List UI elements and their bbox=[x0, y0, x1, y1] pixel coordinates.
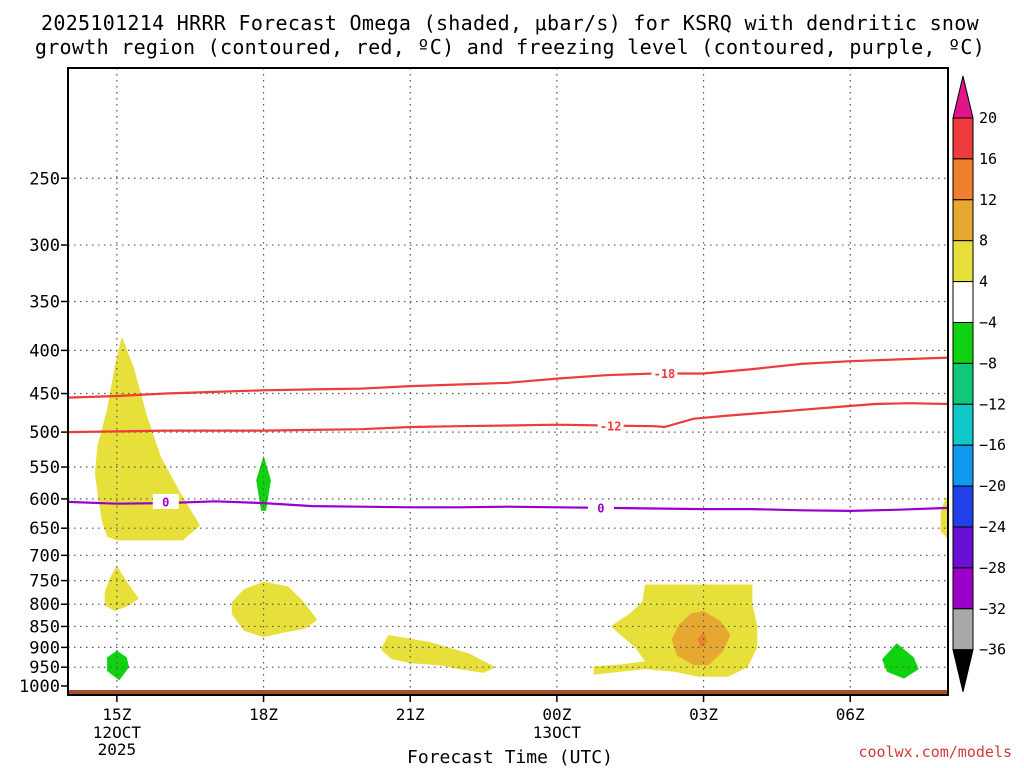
omega-region-4 bbox=[593, 584, 758, 677]
ytick-label-250: 250 bbox=[29, 169, 60, 189]
xtick-year-15Z: 2025 bbox=[98, 740, 137, 759]
x-axis-label: Forecast Time (UTC) bbox=[407, 747, 613, 768]
plot-frame bbox=[67, 67, 949, 696]
contour-line-2 bbox=[67, 500, 949, 513]
colorbar-segment-7 bbox=[952, 403, 974, 446]
colorbar-segment-4 bbox=[952, 281, 974, 324]
contour-label-0-0: -18 bbox=[654, 367, 676, 381]
ytick-label-700: 700 bbox=[29, 546, 60, 566]
ytick-label-800: 800 bbox=[29, 595, 60, 615]
colorbar-segment-8 bbox=[952, 444, 974, 487]
xtick-date-15Z: 12OCT bbox=[93, 723, 142, 742]
colorbar-bottom-arrow bbox=[952, 649, 974, 692]
colorbar-label-bottom: −36 bbox=[979, 641, 1006, 659]
colorbar-label-11: −28 bbox=[979, 559, 1006, 577]
omega-region-9 bbox=[107, 650, 130, 681]
colorbar-label-4: 4 bbox=[979, 273, 988, 291]
omega-region-2 bbox=[231, 581, 318, 638]
xtick-date-00Z: 13OCT bbox=[533, 723, 582, 742]
colorbar-segment-2 bbox=[952, 199, 974, 242]
omega-shading bbox=[94, 336, 948, 681]
contour-label-2-0: 0 bbox=[162, 495, 169, 509]
colorbar-label-1: 16 bbox=[979, 150, 997, 168]
contour-lines: -18 -12 0 0 bbox=[67, 356, 949, 515]
ground-band bbox=[68, 689, 948, 695]
grid-lines bbox=[68, 68, 948, 695]
colorbar-segment-6 bbox=[952, 362, 974, 405]
colorbar-segment-0 bbox=[952, 117, 974, 160]
ytick-label-600: 600 bbox=[29, 490, 60, 510]
colorbar-segment-12 bbox=[952, 608, 974, 651]
omega-region-0 bbox=[94, 336, 200, 541]
contour-label-bg bbox=[651, 365, 678, 381]
contour-line-0 bbox=[67, 356, 949, 399]
colorbar-segment-10 bbox=[952, 526, 974, 569]
ytick-label-550: 550 bbox=[29, 458, 60, 478]
ytick-label-900: 900 bbox=[29, 638, 60, 658]
colorbar: 20 16 12 8 4 −4 −8 −12 −16 −20 −24 −28 −32 −36 bbox=[952, 75, 1006, 692]
omega-region-7 bbox=[697, 631, 707, 649]
y-axis-ticks: 2503003504004505005506006507007508008509… bbox=[19, 169, 68, 697]
colorbar-segment-1 bbox=[952, 158, 974, 201]
colorbar-segment-11 bbox=[952, 567, 974, 610]
contour-label-bg bbox=[597, 418, 624, 434]
ytick-label-650: 650 bbox=[29, 519, 60, 539]
colorbar-label-7: −12 bbox=[979, 395, 1006, 413]
colorbar-segment-3 bbox=[952, 240, 974, 283]
ytick-label-750: 750 bbox=[29, 572, 60, 592]
colorbar-label-10: −24 bbox=[979, 518, 1006, 536]
ytick-label-400: 400 bbox=[29, 341, 60, 361]
ytick-label-300: 300 bbox=[29, 236, 60, 256]
colorbar-label-3: 8 bbox=[979, 232, 988, 250]
colorbar-top-arrow bbox=[952, 75, 974, 119]
colorbar-label-5: −4 bbox=[979, 314, 997, 332]
contour-label-1-0: -12 bbox=[600, 420, 622, 434]
xtick-label-00Z: 00Z bbox=[542, 705, 571, 724]
omega-region-5 bbox=[940, 492, 948, 540]
contour-label-bg bbox=[587, 499, 614, 515]
chart-title-line2: growth region (contoured, red, ºC) and f… bbox=[35, 35, 985, 59]
xtick-label-18Z: 18Z bbox=[249, 705, 278, 724]
colorbar-label-6: −8 bbox=[979, 354, 997, 372]
colorbar-label-2: 12 bbox=[979, 191, 997, 209]
xtick-label-15Z: 15Z bbox=[102, 705, 131, 724]
xtick-label-21Z: 21Z bbox=[396, 705, 425, 724]
contour-label-2-1: 0 bbox=[597, 501, 604, 515]
colorbar-label-12: −32 bbox=[979, 600, 1006, 618]
ytick-label-1000: 1000 bbox=[19, 677, 60, 697]
xtick-label-03Z: 03Z bbox=[689, 705, 718, 724]
xtick-label-06Z: 06Z bbox=[836, 705, 865, 724]
ytick-label-950: 950 bbox=[29, 658, 60, 678]
chart-title-line1: 2025101214 HRRR Forecast Omega (shaded, … bbox=[41, 11, 980, 35]
ytick-label-450: 450 bbox=[29, 385, 60, 405]
omega-region-1 bbox=[104, 565, 139, 611]
ytick-label-850: 850 bbox=[29, 617, 60, 637]
credit-text: coolwx.com/models bbox=[858, 743, 1012, 761]
ytick-label-500: 500 bbox=[29, 423, 60, 443]
colorbar-segment-9 bbox=[952, 485, 974, 528]
colorbar-label-8: −16 bbox=[979, 436, 1006, 454]
colorbar-segment-5 bbox=[952, 322, 974, 364]
omega-region-10 bbox=[882, 643, 919, 679]
colorbar-label-9: −20 bbox=[979, 477, 1006, 495]
contour-line-1 bbox=[67, 402, 949, 434]
ytick-label-350: 350 bbox=[29, 292, 60, 312]
contour-label-bg bbox=[152, 493, 179, 509]
colorbar-label-0: 20 bbox=[979, 109, 997, 127]
